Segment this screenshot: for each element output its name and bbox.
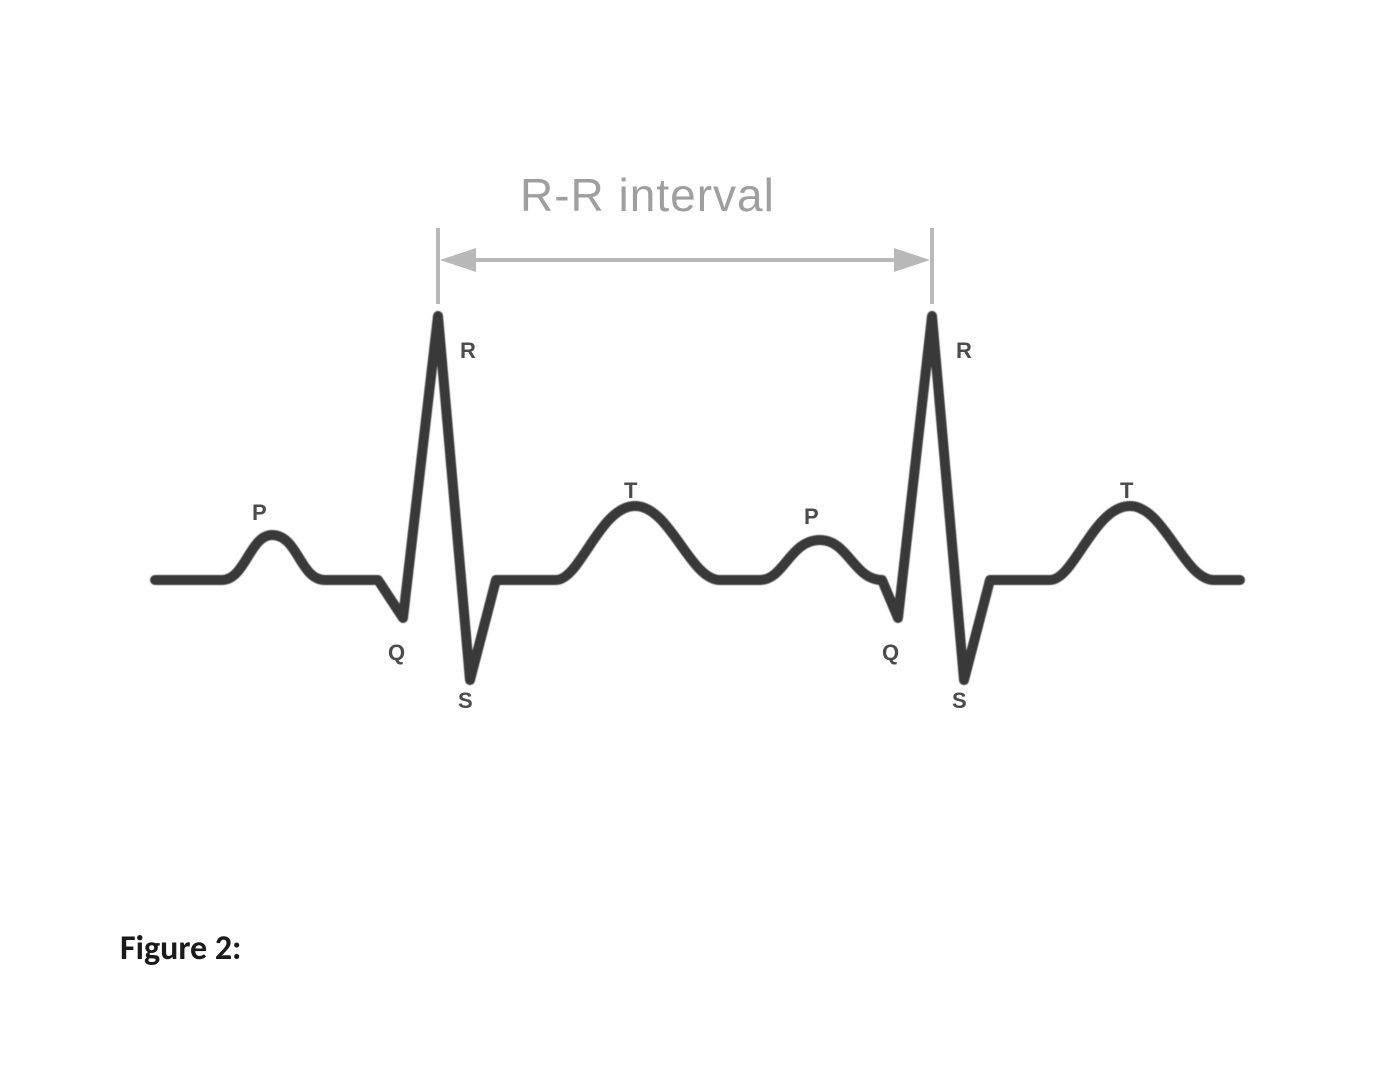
label-p2: P xyxy=(804,504,819,530)
label-s1: S xyxy=(458,688,473,714)
rr-interval-arrow xyxy=(438,228,932,304)
label-r1: R xyxy=(460,338,476,364)
label-s2: S xyxy=(952,688,967,714)
label-t1: T xyxy=(624,478,637,504)
label-q2: Q xyxy=(882,640,899,666)
figure-canvas: R-R interval P R Q S T P R Q S T Figure … xyxy=(0,0,1393,1086)
label-p1: P xyxy=(252,500,267,526)
label-t2: T xyxy=(1120,478,1133,504)
label-r2: R xyxy=(956,338,972,364)
ecg-trace xyxy=(155,316,1240,680)
label-q1: Q xyxy=(388,640,405,666)
figure-caption: Figure 2: xyxy=(120,928,241,969)
ecg-svg xyxy=(0,0,1393,1086)
